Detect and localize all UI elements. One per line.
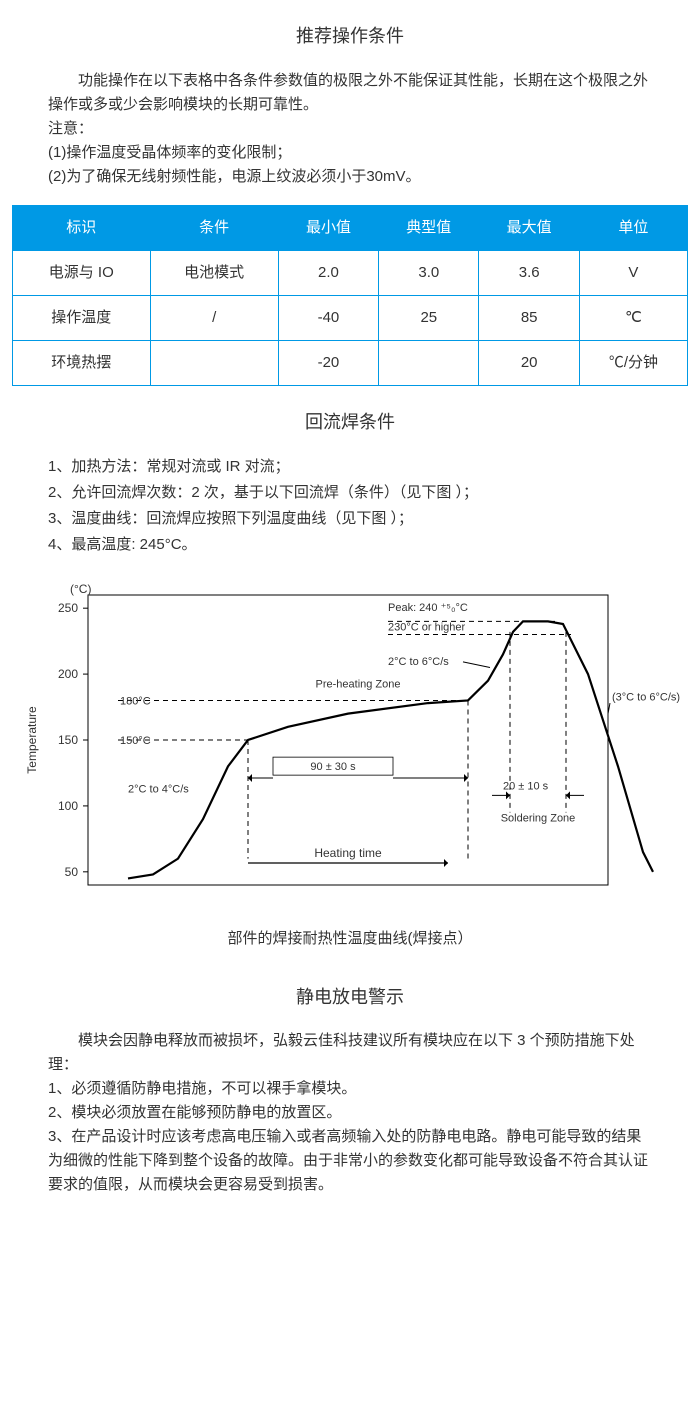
table-cell: 2.0 <box>278 250 378 295</box>
svg-text:200: 200 <box>58 667 78 681</box>
spec-table: 标识条件最小值典型值最大值单位 电源与 IO电池模式2.03.03.6V操作温度… <box>12 205 688 386</box>
note-label: 注意： <box>48 117 652 141</box>
section1-title: 推荐操作条件 <box>0 22 700 51</box>
table-row: 电源与 IO电池模式2.03.03.6V <box>13 250 688 295</box>
table-cell: ℃/分钟 <box>579 340 687 385</box>
svg-text:90 ± 30 s: 90 ± 30 s <box>310 761 356 773</box>
table-cell: / <box>150 295 278 340</box>
svg-text:150°C: 150°C <box>120 735 151 747</box>
svg-text:Peak: 240 ⁺⁵₀°C: Peak: 240 ⁺⁵₀°C <box>388 601 468 613</box>
table-cell: 电源与 IO <box>13 250 151 295</box>
list-item: 1、加热方法：常规对流或 IR 对流； <box>48 455 652 479</box>
svg-text:250: 250 <box>58 601 78 615</box>
table-row: 环境热摆 -20 20℃/分钟 <box>13 340 688 385</box>
table-header-cell: 标识 <box>13 205 151 250</box>
note-2: (2)为了确保无线射频性能，电源上纹波必须小于30mV。 <box>48 165 652 189</box>
section3-body: 模块会因静电释放而被损坏，弘毅云佳科技建议所有模块应在以下 3 个预防措施下处理… <box>0 1029 700 1227</box>
list-item: 2、允许回流焊次数：2 次，基于以下回流焊（条件）（见下图 ）； <box>48 481 652 505</box>
table-header-cell: 典型值 <box>379 205 479 250</box>
svg-text:180°C: 180°C <box>120 695 151 707</box>
list-item: 2、模块必须放置在能够预防静电的放置区。 <box>48 1101 652 1125</box>
section1-para1: 功能操作在以下表格中各条件参数值的极限之外不能保证其性能，长期在这个极限之外操作… <box>48 69 652 117</box>
svg-text:230°C or higher: 230°C or higher <box>388 621 466 633</box>
table-cell <box>379 340 479 385</box>
chart-caption: 部件的焊接耐热性温度曲线(焊接点） <box>18 927 682 951</box>
table-row: 操作温度/-402585℃ <box>13 295 688 340</box>
table-cell: 25 <box>379 295 479 340</box>
svg-text:100: 100 <box>58 799 78 813</box>
table-cell: 20 <box>479 340 579 385</box>
svg-text:2°C to 4°C/s: 2°C to 4°C/s <box>128 783 189 795</box>
section2-title: 回流焊条件 <box>0 408 700 437</box>
spec-table-wrap: 标识条件最小值典型值最大值单位 电源与 IO电池模式2.03.03.6V操作温度… <box>0 205 700 386</box>
svg-text:Heating time: Heating time <box>314 846 382 860</box>
table-cell: -20 <box>278 340 378 385</box>
table-cell: 85 <box>479 295 579 340</box>
table-cell: 操作温度 <box>13 295 151 340</box>
reflow-chart: (°C) 50 100 150 200 250 Temperature 2°C to 4°C/… <box>0 577 700 951</box>
svg-text:(3°C to 6°C/s): (3°C to 6°C/s) <box>612 691 680 703</box>
table-cell <box>150 340 278 385</box>
table-cell: ℃ <box>579 295 687 340</box>
table-cell: V <box>579 250 687 295</box>
note-1: (1)操作温度受晶体频率的变化限制； <box>48 141 652 165</box>
table-header-row: 标识条件最小值典型值最大值单位 <box>13 205 688 250</box>
svg-text:(°C): (°C) <box>70 582 91 596</box>
table-header-cell: 最小值 <box>278 205 378 250</box>
svg-text:20 ± 10 s: 20 ± 10 s <box>503 780 549 792</box>
svg-text:Pre-heating Zone: Pre-heating Zone <box>316 678 401 690</box>
section1-body: 功能操作在以下表格中各条件参数值的极限之外不能保证其性能，长期在这个极限之外操作… <box>0 69 700 189</box>
table-cell: 3.6 <box>479 250 579 295</box>
svg-text:Soldering Zone: Soldering Zone <box>501 812 576 824</box>
section3-para1: 模块会因静电释放而被损坏，弘毅云佳科技建议所有模块应在以下 3 个预防措施下处理… <box>48 1029 652 1077</box>
list-item: 4、最高温度: 245°C。 <box>48 533 652 557</box>
table-header-cell: 条件 <box>150 205 278 250</box>
table-header-cell: 单位 <box>579 205 687 250</box>
table-cell: 环境热摆 <box>13 340 151 385</box>
svg-text:150: 150 <box>58 733 78 747</box>
table-cell: 3.0 <box>379 250 479 295</box>
svg-text:2°C to 6°C/s: 2°C to 6°C/s <box>388 655 449 667</box>
section2-list: 1、加热方法：常规对流或 IR 对流；2、允许回流焊次数：2 次，基于以下回流焊… <box>0 455 700 557</box>
table-cell: 电池模式 <box>150 250 278 295</box>
list-item: 3、温度曲线：回流焊应按照下列温度曲线（见下图 ）； <box>48 507 652 531</box>
reflow-chart-svg: (°C) 50 100 150 200 250 Temperature 2°C to 4°C/… <box>18 577 682 907</box>
svg-text:50: 50 <box>65 864 79 878</box>
table-header-cell: 最大值 <box>479 205 579 250</box>
list-item: 3、在产品设计时应该考虑高电压输入或者高频输入处的防静电电路。静电可能导致的结果… <box>48 1125 652 1197</box>
section3-title: 静电放电警示 <box>0 983 700 1012</box>
list-item: 1、必须遵循防静电措施，不可以裸手拿模块。 <box>48 1077 652 1101</box>
svg-text:Temperature: Temperature <box>25 706 39 774</box>
table-cell: -40 <box>278 295 378 340</box>
